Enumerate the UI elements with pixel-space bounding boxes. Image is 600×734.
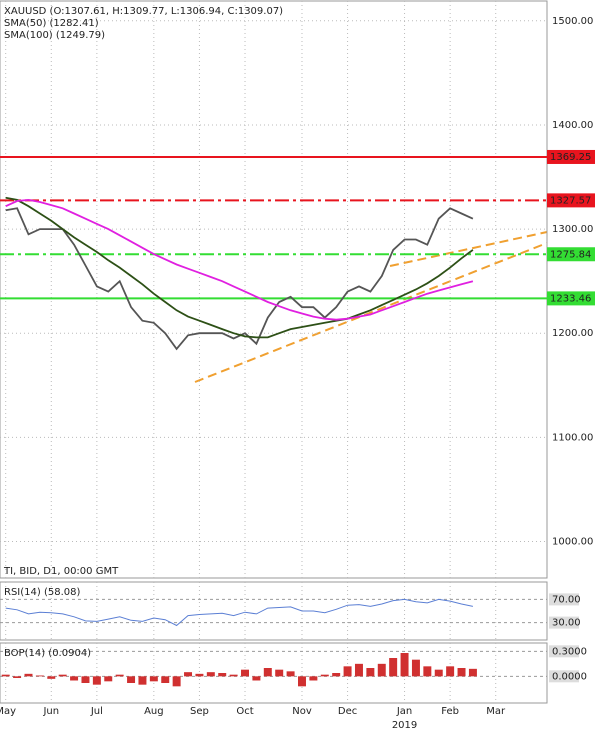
panel-frame bbox=[0, 642, 548, 704]
bar bbox=[24, 673, 33, 677]
bar bbox=[446, 666, 455, 677]
bar bbox=[13, 676, 22, 678]
level-box bbox=[547, 247, 595, 262]
bar bbox=[70, 676, 79, 681]
trend-line bbox=[194, 242, 548, 383]
x-tick-label: Jul bbox=[90, 706, 103, 717]
bar bbox=[127, 676, 136, 683]
bar bbox=[172, 676, 181, 687]
y-tick-label: 70.00 bbox=[552, 594, 581, 605]
x-tick-label: Mar bbox=[486, 706, 506, 717]
bar bbox=[218, 673, 227, 677]
bar bbox=[115, 674, 124, 677]
level-label: 1275.84 bbox=[550, 249, 591, 260]
bar bbox=[161, 676, 170, 683]
legend-entry: SMA(100) (1249.79) bbox=[4, 30, 105, 41]
series-line bbox=[5, 196, 474, 339]
level-label: 1233.46 bbox=[550, 293, 591, 304]
x-tick-label: Jan bbox=[396, 706, 412, 717]
y-tick-label: 30.00 bbox=[552, 618, 581, 629]
y-tick-box bbox=[549, 593, 579, 606]
y-tick-label: 1300.00 bbox=[552, 224, 593, 235]
bar bbox=[343, 666, 352, 677]
bar bbox=[195, 673, 204, 677]
x-tick-label: Aug bbox=[144, 706, 164, 717]
bar bbox=[423, 666, 432, 677]
bar bbox=[332, 673, 341, 677]
series-line bbox=[5, 207, 474, 351]
bar bbox=[35, 675, 44, 677]
bar bbox=[354, 663, 363, 677]
y-tick-label: 1500.00 bbox=[552, 16, 593, 27]
trend-line bbox=[389, 231, 548, 267]
y-tick-box bbox=[549, 616, 579, 629]
bar bbox=[58, 674, 67, 677]
x-tick-label: May bbox=[0, 706, 16, 717]
legend-entry: SMA(50) (1282.41) bbox=[4, 18, 99, 29]
bar bbox=[229, 674, 238, 677]
bar bbox=[400, 653, 409, 677]
y-tick-box bbox=[549, 670, 579, 683]
bar bbox=[434, 669, 443, 677]
x-tick-label: Sep bbox=[190, 706, 209, 717]
bar bbox=[241, 669, 249, 677]
bar bbox=[468, 668, 477, 677]
bar bbox=[411, 659, 420, 677]
bar bbox=[138, 676, 147, 685]
bar bbox=[184, 672, 193, 677]
bar bbox=[149, 676, 158, 682]
x-tick-label: Jun bbox=[42, 706, 59, 717]
bar bbox=[104, 676, 113, 682]
legend-entry: XAUUSD (O:1307.61, H:1309.77, L:1306.94,… bbox=[4, 6, 283, 17]
bar bbox=[1, 674, 10, 677]
level-box bbox=[547, 149, 595, 164]
panel-frame bbox=[0, 581, 548, 641]
y-tick-box bbox=[549, 645, 579, 658]
x-tick-label: Nov bbox=[292, 706, 312, 717]
level-box bbox=[547, 193, 595, 208]
bar bbox=[298, 676, 306, 687]
bar bbox=[366, 668, 375, 677]
bar bbox=[263, 668, 272, 677]
x-tick-label: Feb bbox=[441, 706, 459, 717]
bar bbox=[389, 658, 398, 677]
bar bbox=[320, 674, 329, 677]
bar bbox=[92, 676, 101, 685]
y-tick-label: 1000.00 bbox=[552, 537, 593, 548]
series-line bbox=[5, 598, 474, 627]
level-label: 1327.57 bbox=[550, 195, 591, 206]
info-text: TI, BID, D1, 00:00 GMT bbox=[3, 566, 119, 577]
bar bbox=[457, 668, 466, 677]
bar bbox=[81, 676, 90, 683]
bar bbox=[206, 672, 215, 677]
legend-entry: BOP(14) (0.0904) bbox=[4, 648, 91, 659]
y-tick-label: 0.3000 bbox=[552, 646, 587, 657]
bar bbox=[252, 676, 261, 681]
panel-frame bbox=[0, 0, 548, 579]
bar bbox=[47, 676, 56, 679]
x-tick-label: Oct bbox=[236, 706, 253, 717]
bar bbox=[275, 669, 284, 677]
series-line bbox=[5, 198, 474, 321]
legend-entry: RSI(14) (58.08) bbox=[4, 587, 80, 598]
level-box bbox=[547, 291, 595, 306]
y-tick-label: 1200.00 bbox=[552, 328, 593, 339]
x-tick-label: Dec bbox=[338, 706, 357, 717]
bar bbox=[377, 663, 386, 677]
year-label: 2019 bbox=[392, 720, 417, 731]
bar bbox=[309, 676, 318, 681]
bar bbox=[286, 671, 295, 677]
level-label: 1369.25 bbox=[550, 152, 591, 163]
y-tick-label: 1100.00 bbox=[552, 432, 593, 443]
y-tick-label: 1400.00 bbox=[552, 120, 593, 131]
y-tick-label: 0.0000 bbox=[552, 671, 587, 682]
